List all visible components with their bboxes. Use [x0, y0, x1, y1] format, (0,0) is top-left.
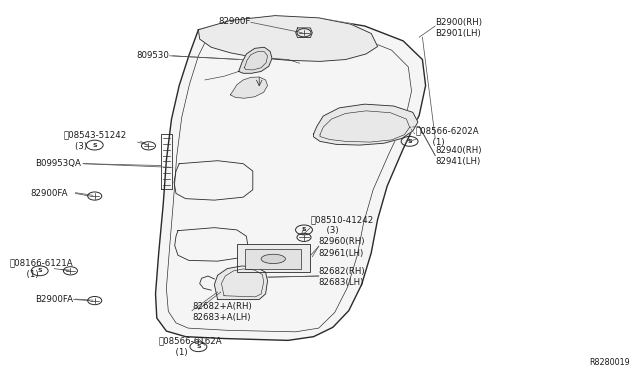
Text: B09953QA: B09953QA — [35, 159, 81, 168]
Text: Ⓢ08566-6202A
      (1): Ⓢ08566-6202A (1) — [416, 127, 479, 147]
Bar — [245, 249, 301, 269]
Text: Ⓢ08510-41242
      (3): Ⓢ08510-41242 (3) — [310, 215, 374, 235]
Text: B2900FA: B2900FA — [35, 295, 73, 304]
Ellipse shape — [261, 254, 285, 263]
Bar — [237, 244, 310, 272]
Text: Ⓢ08543-51242
    (3): Ⓢ08543-51242 (3) — [64, 131, 127, 151]
Text: 82682+A(RH)
82683+A(LH): 82682+A(RH) 82683+A(LH) — [192, 302, 252, 322]
Text: R8280019: R8280019 — [589, 358, 630, 367]
Text: 82900F: 82900F — [218, 17, 251, 26]
Text: 82940(RH)
82941(LH): 82940(RH) 82941(LH) — [435, 146, 482, 166]
Polygon shape — [239, 47, 272, 73]
Text: B2900(RH)
B2901(LH): B2900(RH) B2901(LH) — [435, 18, 482, 38]
Text: 82900FA: 82900FA — [31, 189, 68, 198]
Text: S: S — [196, 344, 201, 349]
Text: 82682(RH)
82683(LH): 82682(RH) 82683(LH) — [319, 267, 365, 287]
Text: S: S — [92, 142, 97, 148]
Text: S: S — [37, 268, 42, 273]
Polygon shape — [230, 77, 268, 98]
Polygon shape — [198, 16, 378, 61]
Text: S: S — [301, 227, 307, 232]
Polygon shape — [314, 104, 418, 145]
Text: Ⓢ08166-6121A
      (1): Ⓢ08166-6121A (1) — [10, 259, 73, 279]
Text: 82960(RH)
82961(LH): 82960(RH) 82961(LH) — [319, 237, 365, 257]
Text: Ⓢ08566-6162A
      (1): Ⓢ08566-6162A (1) — [159, 337, 222, 357]
Text: S: S — [407, 139, 412, 144]
Polygon shape — [156, 17, 426, 340]
Polygon shape — [214, 266, 268, 299]
Text: 809530: 809530 — [137, 51, 170, 60]
